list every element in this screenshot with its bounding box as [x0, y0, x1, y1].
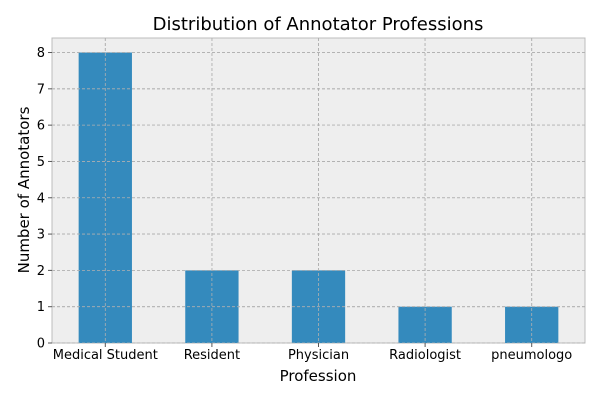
y-tick-label: 6 [37, 119, 45, 134]
y-tick-label: 0 [37, 337, 45, 352]
y-tick-label: 4 [37, 191, 45, 206]
x-axis-ticks: Medical Student Resident Physician Radiolog… [53, 343, 572, 363]
y-tick-label: 7 [37, 82, 45, 97]
x-tick-label: pneumologo [491, 348, 572, 363]
x-axis-label: Profession [280, 367, 357, 385]
y-axis-ticks: 0 1 2 3 4 5 6 7 8 [37, 46, 52, 352]
x-tick-label: Resident [184, 348, 240, 363]
x-tick-label: Medical Student [53, 348, 158, 363]
y-tick-label: 8 [37, 46, 45, 61]
x-tick-label: Physician [288, 348, 349, 363]
bars [52, 38, 585, 344]
y-axis-label: Number of Annotators [15, 106, 33, 273]
y-tick-label: 1 [37, 300, 45, 315]
y-tick-label: 3 [37, 228, 45, 243]
y-tick-label: 2 [37, 264, 45, 279]
chart-title: Distribution of Annotator Professions [153, 14, 484, 35]
y-tick-label: 5 [37, 155, 45, 170]
x-tick-label: Radiologist [389, 348, 461, 363]
